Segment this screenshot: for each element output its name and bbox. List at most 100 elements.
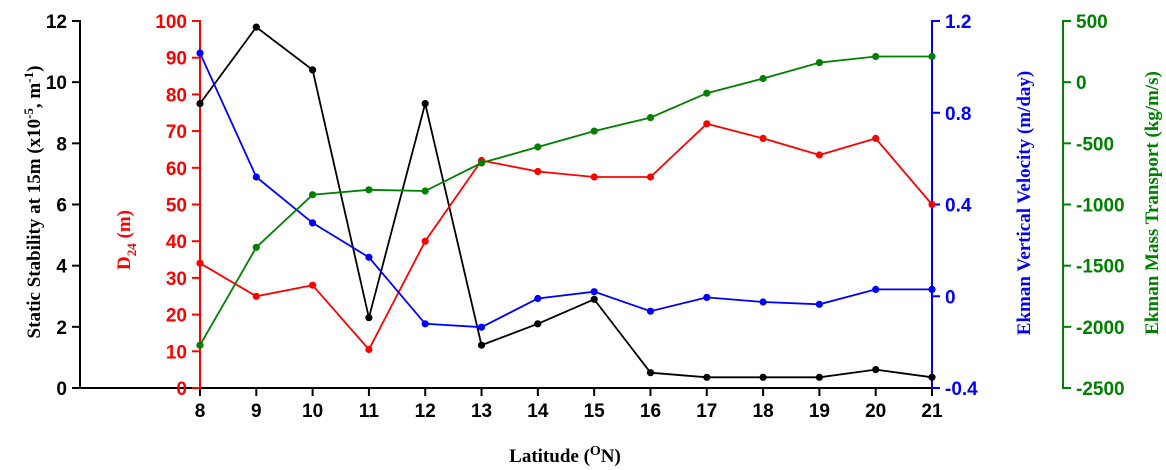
y-tick-label-d24: 100	[155, 12, 187, 33]
x-tick-label: 10	[302, 401, 323, 422]
data-point-stability	[365, 314, 373, 322]
y-tick-label-ekman_transport: -1000	[1076, 196, 1125, 217]
data-point-ekman_velocity	[477, 323, 486, 331]
data-point-stability	[815, 373, 824, 381]
data-point-d24	[928, 200, 936, 209]
data-point-ekman_velocity	[646, 307, 655, 315]
data-point-d24	[365, 345, 373, 354]
y-tick-label-ekman_velocity: -0.4	[945, 379, 978, 400]
y-tick-label-stability: 0	[56, 379, 67, 400]
y-tick-label-d24: 70	[166, 122, 187, 143]
series-line-stability	[199, 25, 933, 379]
data-point-d24	[252, 292, 260, 300]
y-tick-label-ekman_velocity: 0	[945, 287, 956, 308]
y-tick-label-ekman_velocity: 1.2	[945, 12, 971, 33]
data-point-d24	[646, 173, 655, 181]
x-tick-label: 13	[471, 401, 492, 422]
data-point-d24	[590, 173, 598, 181]
data-point-stability	[477, 341, 486, 349]
y-tick-label-ekman_transport: -2000	[1076, 318, 1125, 339]
data-point-ekman_transport	[252, 243, 260, 251]
x-tick-label: 15	[584, 401, 606, 422]
data-point-ekman_transport	[196, 341, 204, 349]
data-point-ekman_transport	[309, 191, 317, 199]
y-axis-title-d24: D24 (m)	[114, 210, 139, 270]
x-tick-label: 14	[527, 401, 549, 422]
series-layer	[196, 23, 936, 381]
data-point-stability	[309, 66, 317, 74]
y-tick-label-ekman_transport: -500	[1076, 134, 1114, 155]
y-tick-label-d24: 20	[166, 306, 187, 327]
x-tick-label: 16	[640, 401, 661, 422]
data-point-ekman_transport	[703, 89, 711, 97]
data-point-stability	[646, 369, 655, 377]
y-tick-label-ekman_transport: -1500	[1076, 257, 1125, 278]
x-tick-label: 9	[251, 401, 262, 422]
data-point-ekman_transport	[477, 159, 486, 167]
data-point-stability	[928, 373, 936, 381]
y-tick-label-stability: 6	[56, 196, 67, 217]
data-point-ekman_transport	[928, 52, 936, 61]
data-point-stability	[590, 295, 598, 303]
data-point-ekman_transport	[872, 52, 880, 61]
data-point-ekman_transport	[590, 127, 598, 135]
data-point-d24	[534, 167, 542, 176]
x-tick-label: 12	[415, 401, 436, 422]
y-tick-label-stability: 8	[56, 134, 67, 155]
y-axis-title-ekman-velocity: Ekman Vertical Velocity (m/day)	[1014, 71, 1035, 335]
y-tick-label-d24: 60	[166, 159, 187, 180]
data-point-d24	[815, 151, 824, 159]
x-tick-label: 11	[359, 401, 380, 422]
y-tick-label-d24: 10	[166, 342, 187, 363]
data-point-ekman_transport	[646, 114, 655, 122]
data-point-ekman_transport	[759, 74, 767, 83]
data-point-stability	[252, 23, 260, 31]
data-point-ekman_velocity	[365, 253, 373, 261]
data-point-ekman_velocity	[534, 294, 542, 303]
x-tick-label: 17	[696, 401, 717, 422]
y-tick-label-ekman_transport: 0	[1076, 73, 1087, 94]
data-point-stability	[759, 373, 767, 381]
data-point-d24	[196, 259, 204, 267]
data-point-ekman_transport	[421, 187, 429, 195]
data-point-ekman_velocity	[928, 285, 936, 293]
data-point-d24	[872, 134, 880, 142]
x-tick-label: 19	[809, 401, 830, 422]
axes-layer: 8 9 10 11 12 13 14 15 16 17 18 19 20 21 0 2 4 6 8 10 12 0 10 20…	[46, 12, 1125, 422]
data-point-ekman_transport	[534, 143, 542, 151]
data-point-d24	[759, 134, 767, 142]
y-tick-label-ekman_transport: -2500	[1076, 379, 1125, 400]
x-axis-title-sup: O	[590, 444, 601, 459]
y-tick-label-ekman_velocity: 0.4	[945, 196, 972, 217]
y-tick-label-stability: 4	[56, 257, 67, 278]
series-line-ekman_velocity	[199, 52, 932, 329]
y-tick-label-stability: 10	[46, 73, 67, 94]
y-tick-label-d24: 50	[166, 196, 187, 217]
data-point-stability	[421, 100, 429, 108]
data-point-ekman_velocity	[815, 300, 824, 308]
y-tick-label-ekman_velocity: 0.8	[945, 104, 971, 125]
y-tick-label-d24: 40	[166, 232, 187, 253]
data-point-d24	[309, 281, 317, 289]
y-tick-label-d24: 30	[166, 269, 187, 290]
data-point-ekman_velocity	[421, 320, 429, 328]
data-point-ekman_velocity	[196, 49, 204, 57]
data-point-ekman_velocity	[703, 293, 711, 301]
series-line-ekman_transport	[199, 55, 932, 346]
x-axis-title: Latitude (ON)	[509, 444, 621, 467]
data-point-ekman_velocity	[252, 173, 260, 181]
y-tick-label-d24: 90	[166, 49, 187, 70]
x-tick-label: 21	[921, 401, 943, 422]
data-point-d24	[421, 237, 429, 245]
x-tick-label: 20	[865, 401, 886, 422]
data-point-ekman_velocity	[590, 288, 598, 296]
y-tick-label-stability: 2	[56, 318, 67, 339]
y-tick-label-d24: 80	[166, 85, 187, 106]
y-tick-label-d24: 0	[176, 379, 187, 400]
series-line-d24	[199, 122, 933, 352]
x-tick-label: 18	[753, 401, 774, 422]
x-tick-label: 8	[195, 401, 206, 422]
y-tick-label-stability: 12	[46, 12, 67, 33]
